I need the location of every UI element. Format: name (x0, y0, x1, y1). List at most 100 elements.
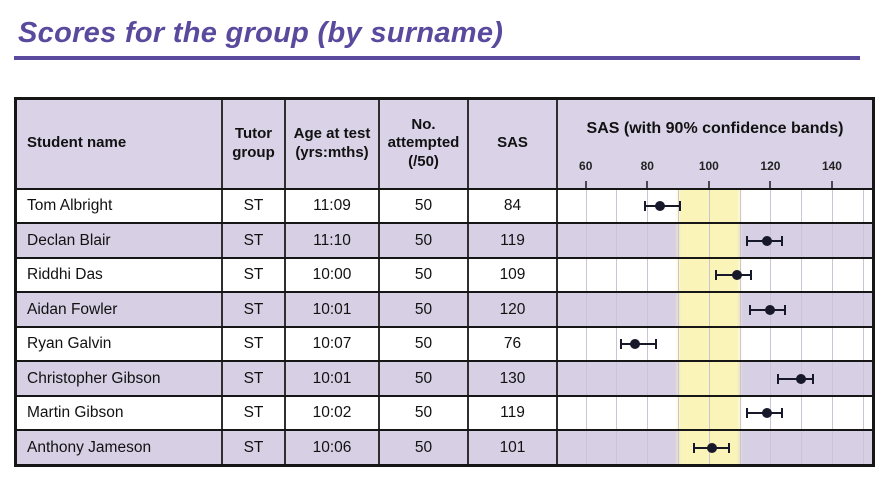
scores-table: Student name Tutor group Age at test (yr… (14, 96, 875, 467)
gridline (831, 189, 833, 223)
gridline (647, 224, 649, 257)
cell-tutor-group: ST (221, 293, 284, 326)
gridline (708, 293, 710, 326)
cell-student-name: Martin Gibson (27, 404, 124, 422)
ci-cap-right (783, 304, 786, 315)
title-block: Scores for the group (by surname) (14, 16, 860, 60)
table-header-row: Student name Tutor group Age at test (yr… (17, 99, 872, 188)
chart-x-axis: 60 80 100 120 140 (558, 158, 872, 188)
gridline (647, 396, 649, 430)
cell-no-attempted: 50 (378, 431, 467, 464)
column-header-student-name: Student name (27, 134, 127, 152)
chart-cell (556, 293, 872, 326)
ci-cap-left (745, 408, 748, 419)
column-header-sas: SAS (467, 99, 556, 188)
gridline (708, 224, 710, 257)
table-row: Declan Blair ST 11:10 50 119 (17, 222, 872, 257)
chart-cell (556, 431, 872, 464)
cell-age-at-test: 10:00 (284, 258, 378, 292)
cell-sas: 119 (467, 224, 556, 257)
table-row: Tom Albright ST 11:09 50 84 (17, 187, 872, 223)
gridline (678, 224, 680, 257)
ci-line (776, 377, 814, 380)
gridline (585, 189, 587, 223)
ci-cap-right (654, 339, 657, 350)
axis-tick-mark (769, 180, 772, 188)
axis-tick-mark (584, 180, 587, 188)
gridlines (558, 396, 872, 430)
confidence-interval (748, 304, 786, 316)
cell-student-name: Declan Blair (27, 231, 111, 249)
table-row: Anthony Jameson ST 10:06 50 101 (17, 429, 872, 464)
cell-tutor-group: ST (221, 362, 284, 395)
confidence-interval (619, 338, 657, 350)
gridline (678, 327, 680, 361)
confidence-interval (745, 407, 783, 419)
sas-dot (762, 235, 773, 246)
gridline (678, 431, 680, 464)
gridline (585, 258, 587, 292)
ci-cap-right (780, 235, 783, 246)
gridline (801, 258, 803, 292)
cell-age-at-test: 10:01 (284, 362, 378, 395)
cell-sas: 101 (467, 431, 556, 464)
cell-tutor-group: ST (221, 224, 284, 257)
ci-cap-left (644, 201, 647, 212)
cell-no-attempted: 50 (378, 293, 467, 326)
gridline (801, 224, 803, 257)
table-body: Tom Albright ST 11:09 50 84 Declan Blair… (17, 187, 872, 464)
chart-cell (556, 396, 872, 430)
cell-tutor-group: ST (221, 258, 284, 292)
sas-dot (731, 270, 742, 281)
table-row: Christopher Gibson ST 10:01 50 130 (17, 360, 872, 395)
gridline (831, 258, 833, 292)
ci-cap-right (811, 373, 814, 384)
gridline (831, 327, 833, 361)
gridline (708, 396, 710, 430)
column-header-age-at-test: Age at test (yrs:mths) (284, 99, 378, 188)
gridline (616, 327, 618, 361)
gridline (831, 431, 833, 464)
sas-dot (706, 442, 717, 453)
cell-student-name: Tom Albright (27, 197, 113, 215)
cell-student-name: Riddhi Das (27, 266, 103, 284)
gridline (831, 396, 833, 430)
gridline (739, 431, 741, 464)
gridline (770, 327, 772, 361)
gridline (770, 362, 772, 395)
gridline (678, 396, 680, 430)
cell-no-attempted: 50 (378, 258, 467, 292)
gridline (616, 396, 618, 430)
page-title: Scores for the group (by surname) (18, 17, 504, 49)
gridline (801, 293, 803, 326)
cell-sas: 130 (467, 362, 556, 395)
sas-dot (629, 339, 640, 350)
gridline (739, 189, 741, 223)
chart-cell (556, 258, 872, 292)
cell-no-attempted: 50 (378, 189, 467, 223)
confidence-interval (745, 235, 783, 247)
cell-no-attempted: 50 (378, 396, 467, 430)
gridline (708, 362, 710, 395)
gridline (862, 258, 864, 292)
ci-cap-left (776, 373, 779, 384)
gridline (831, 293, 833, 326)
gridline (831, 224, 833, 257)
confidence-interval (776, 373, 814, 385)
cell-age-at-test: 10:02 (284, 396, 378, 430)
cell-student-name: Christopher Gibson (27, 369, 161, 387)
gridline (678, 258, 680, 292)
axis-tick-mark (646, 180, 649, 188)
gridline (801, 189, 803, 223)
cell-tutor-group: ST (221, 327, 284, 361)
confidence-interval (715, 269, 752, 281)
gridline (616, 258, 618, 292)
table-row: Ryan Galvin ST 10:07 50 76 (17, 325, 872, 361)
gridline (862, 293, 864, 326)
gridline (647, 431, 649, 464)
ci-cap-right (780, 408, 783, 419)
gridlines (558, 189, 872, 223)
cell-age-at-test: 10:01 (284, 293, 378, 326)
ci-cap-left (693, 442, 696, 453)
gridlines (558, 293, 872, 326)
